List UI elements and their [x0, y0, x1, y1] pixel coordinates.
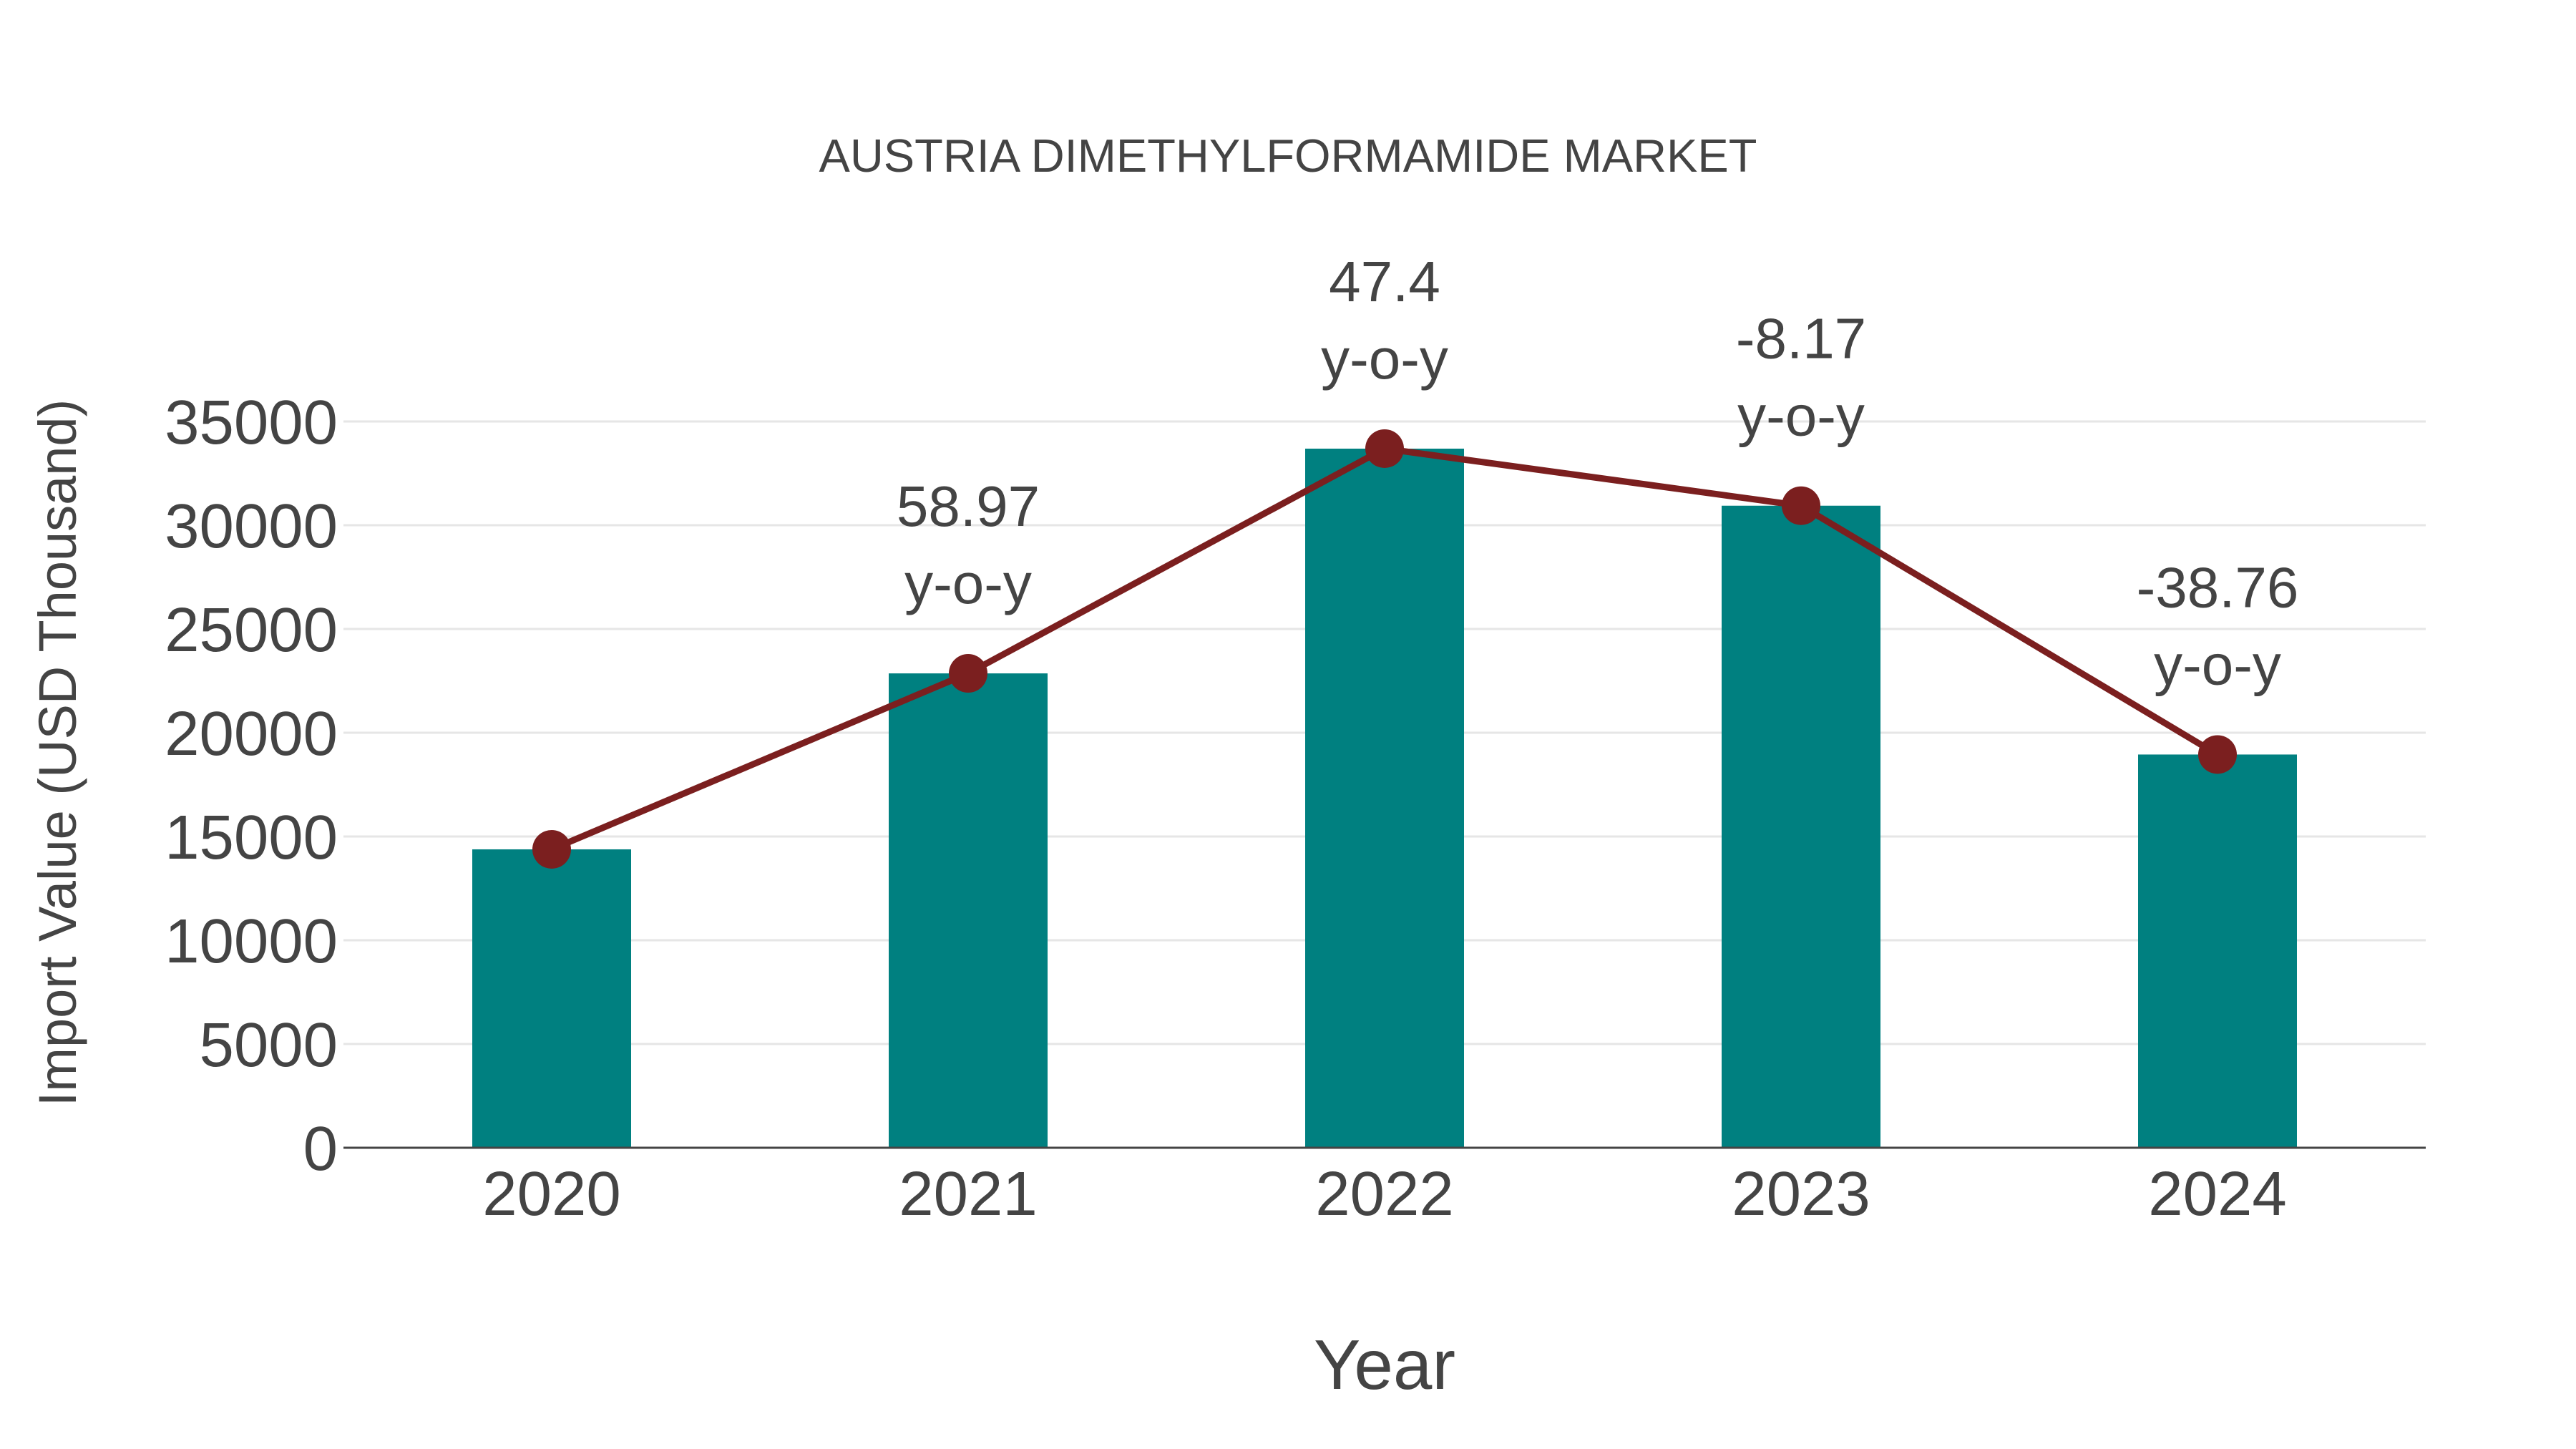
- y-tick-label: 10000: [165, 907, 338, 976]
- y-axis-title: Import Value (USD Thousand): [28, 399, 87, 1107]
- yoy-value: 58.97: [897, 474, 1040, 538]
- yoy-unit: y-o-y: [2154, 633, 2281, 696]
- bar-2024: [2138, 754, 2297, 1148]
- marker-2022: [1365, 429, 1404, 468]
- yoy-unit: y-o-y: [904, 552, 1032, 615]
- bar-2022: [1305, 448, 1464, 1148]
- x-tick-label: 2022: [1315, 1159, 1454, 1229]
- y-tick-label: 15000: [165, 803, 338, 872]
- chart-title: AUSTRIA DIMETHYLFORMAMIDE MARKET: [819, 130, 1757, 182]
- bar-2021: [889, 673, 1048, 1148]
- y-tick-label: 25000: [165, 595, 338, 665]
- x-tick-label: 2024: [2148, 1159, 2287, 1229]
- yoy-value: 47.4: [1329, 250, 1440, 313]
- bar-2023: [1722, 505, 1880, 1148]
- yoy-value: -38.76: [2137, 555, 2299, 619]
- marker-2024: [2198, 735, 2237, 774]
- marker-2020: [532, 829, 571, 869]
- yoy-value: -8.17: [1736, 307, 1866, 371]
- yoy-annotations: 58.97 y-o-y 47.4 y-o-y -8.17 y-o-y -38.76 y-o-y: [897, 250, 2299, 696]
- yoy-unit: y-o-y: [1321, 327, 1448, 391]
- marker-2023: [1782, 486, 1820, 525]
- yoy-unit: y-o-y: [1737, 384, 1865, 448]
- x-tick-label: 2021: [899, 1159, 1038, 1229]
- x-axis-title: Year: [1314, 1325, 1455, 1404]
- y-tick-label: 30000: [165, 492, 338, 561]
- y-tick-label: 0: [303, 1114, 338, 1184]
- bar-2020: [472, 849, 631, 1148]
- y-tick-label: 20000: [165, 699, 338, 769]
- y-tick-label: 5000: [199, 1010, 338, 1080]
- x-tick-label: 2023: [1732, 1159, 1870, 1229]
- y-tick-label: 35000: [165, 388, 338, 457]
- marker-2021: [949, 654, 987, 693]
- x-axis-ticks: 2020 2021 2022 2023 2024: [482, 1159, 2287, 1229]
- y-axis-ticks: 0 5000 10000 15000 20000 25000 30000 35000: [165, 388, 338, 1184]
- x-tick-label: 2020: [482, 1159, 621, 1229]
- line-series: [532, 429, 2237, 869]
- bar-series: [472, 448, 2297, 1148]
